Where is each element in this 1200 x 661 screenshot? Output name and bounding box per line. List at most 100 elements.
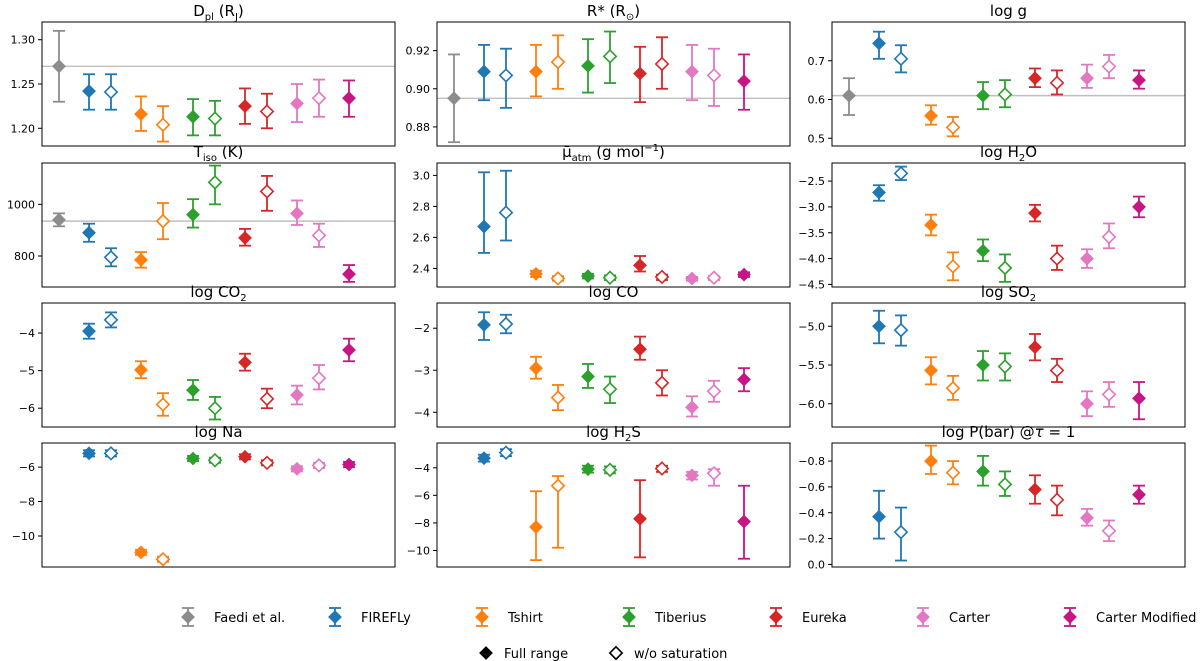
y-tick-label: −2.5 (798, 175, 825, 188)
data-point (685, 468, 699, 483)
y-tick-label: 1000 (7, 198, 35, 211)
legend-without-saturation: w/o saturation (608, 645, 727, 661)
data-point (207, 452, 223, 468)
data-point (1080, 71, 1094, 86)
data-point (103, 312, 119, 328)
data-point (529, 266, 543, 281)
plot-frame (831, 162, 1186, 288)
data-point (207, 111, 223, 126)
data-point (1049, 75, 1065, 91)
panel-title: log SO2​ (981, 283, 1036, 304)
legend-marker (181, 610, 195, 624)
panel-title: log CO2​ (190, 283, 246, 304)
data-point (633, 258, 647, 273)
data-point (103, 446, 119, 461)
data-point (1101, 387, 1117, 402)
data-point (82, 446, 96, 461)
data-point (498, 68, 514, 83)
data-point (186, 451, 200, 466)
data-point (1101, 229, 1117, 245)
data-point (685, 64, 699, 79)
plot-frame (436, 162, 791, 288)
data-point (706, 383, 722, 399)
data-point (654, 461, 670, 476)
y-tick-label: 0.5 (808, 132, 826, 145)
y-tick-label: −3 (414, 364, 430, 377)
plot-frame (41, 162, 396, 288)
data-point (311, 90, 327, 106)
y-tick-label: −8 (414, 517, 430, 530)
data-point (633, 511, 647, 526)
legend-label: Carter Modified (1096, 611, 1196, 626)
plot-frame (41, 21, 396, 147)
y-tick-label: −0.8 (798, 455, 825, 468)
data-point (82, 225, 96, 240)
data-point (82, 84, 96, 98)
data-point (654, 375, 670, 391)
data-point (924, 363, 938, 378)
data-point (872, 509, 886, 524)
data-point (737, 372, 751, 387)
data-point (342, 267, 356, 281)
data-point (498, 316, 514, 332)
data-point (945, 465, 961, 481)
data-point (529, 64, 543, 79)
legend-label: Carter (949, 611, 990, 626)
data-point (654, 56, 670, 72)
legend-tshirt: Tshirt (475, 607, 543, 627)
chart-panel-9: log SO2​ −6.0 −5.5 −5.0 (798, 283, 1186, 428)
data-point (1132, 391, 1146, 406)
y-tick-label: −3.0 (798, 201, 825, 214)
y-tick-label: −10 (12, 530, 35, 543)
data-point (602, 381, 618, 397)
y-tick-label: −5.0 (798, 320, 825, 333)
data-point (529, 520, 543, 534)
data-point (945, 259, 961, 274)
y-tick-label: 800 (14, 250, 35, 263)
data-point (581, 58, 595, 73)
y-tick-label: −0.2 (798, 533, 825, 546)
data-point (976, 88, 990, 103)
y-tick-label: −4 (414, 462, 430, 475)
data-point (685, 400, 699, 415)
y-tick-label: 1.30 (11, 34, 36, 47)
data-point (290, 461, 304, 476)
plot-frame (41, 442, 396, 568)
data-point (602, 270, 618, 286)
legend-label: Tshirt (507, 611, 543, 626)
data-point (342, 457, 356, 472)
y-tick-label: −6 (19, 461, 35, 474)
data-point (581, 369, 595, 384)
data-point (872, 36, 886, 51)
data-point (1080, 511, 1094, 525)
data-point (311, 228, 327, 243)
data-point (1028, 206, 1042, 221)
panel-title: log Na (194, 423, 242, 441)
data-point (498, 445, 514, 460)
data-point (1101, 523, 1117, 539)
data-point (155, 397, 171, 412)
y-tick-label: 1.20 (11, 122, 36, 135)
y-tick-label: 0.6 (808, 94, 826, 107)
y-tick-label: −4.0 (798, 253, 825, 266)
data-point (872, 185, 886, 200)
data-point (550, 271, 566, 286)
data-point (997, 359, 1013, 374)
panel-title: log CO (589, 283, 639, 301)
data-point (477, 64, 491, 79)
data-point (1101, 59, 1117, 74)
y-tick-label: 1.25 (11, 78, 36, 91)
legend-tiberius: Tiberius (622, 607, 707, 627)
panel-title: μ̄atm​ (g mol−1​) (562, 143, 665, 164)
data-point (1049, 251, 1065, 266)
data-point (207, 400, 223, 416)
data-point (1028, 482, 1042, 497)
y-tick-label: 2.6 (413, 231, 431, 244)
plot-frame (831, 21, 1186, 147)
y-tick-label: 0.92 (406, 45, 431, 58)
chart-panel-5: μ̄atm​ (g mol−1​) 2.4 2.6 2.8 3.0 (413, 143, 791, 288)
data-point (893, 524, 909, 540)
data-point (602, 49, 618, 64)
chart-panel-3: log g 0.5 0.6 0.7 (808, 2, 1186, 147)
